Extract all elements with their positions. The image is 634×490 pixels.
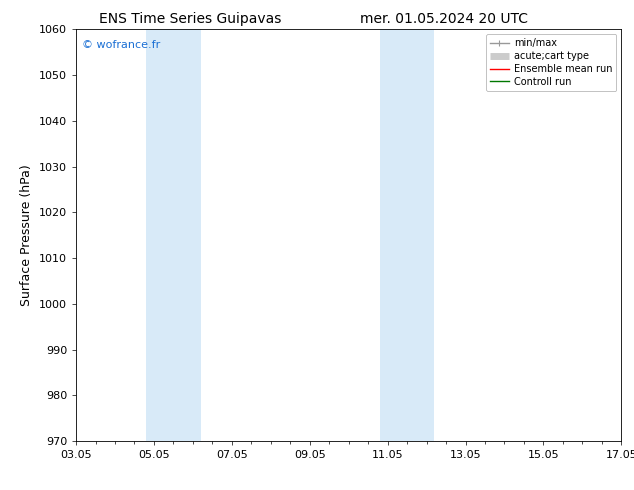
Text: © wofrance.fr: © wofrance.fr xyxy=(82,40,160,49)
Bar xyxy=(146,29,201,441)
Y-axis label: Surface Pressure (hPa): Surface Pressure (hPa) xyxy=(20,164,34,306)
Legend: min/max, acute;cart type, Ensemble mean run, Controll run: min/max, acute;cart type, Ensemble mean … xyxy=(486,34,616,91)
Text: mer. 01.05.2024 20 UTC: mer. 01.05.2024 20 UTC xyxy=(360,12,527,26)
Text: ENS Time Series Guipavas: ENS Time Series Guipavas xyxy=(99,12,281,26)
Bar xyxy=(380,29,434,441)
